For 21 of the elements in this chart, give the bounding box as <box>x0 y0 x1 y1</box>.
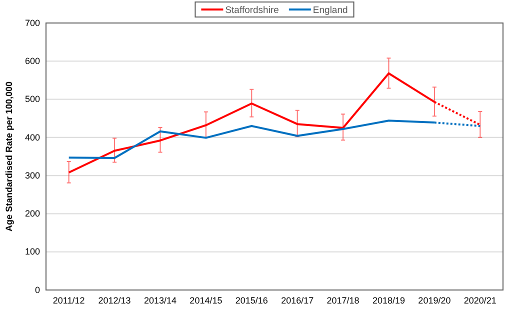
x-tick-label: 2011/12 <box>52 295 85 306</box>
legend-label: Staffordshire <box>225 5 279 16</box>
x-tick-label: 2014/15 <box>190 295 222 306</box>
x-tick-label: 2018/19 <box>372 295 406 306</box>
x-tick-label: 2017/18 <box>326 295 360 306</box>
y-tick-label: 700 <box>24 18 40 28</box>
x-tick-label: 2019/20 <box>418 295 451 306</box>
legend-label: England <box>312 5 348 16</box>
y-tick-label: 600 <box>24 56 40 66</box>
y-tick-label: 300 <box>24 170 40 180</box>
y-tick-label: 0 <box>34 284 40 295</box>
x-tick-label: 2016/17 <box>281 295 314 306</box>
x-tick-label: 2015/16 <box>235 295 268 306</box>
x-tick-label: 2020/21 <box>464 295 496 306</box>
y-axis-title: Age Standardised Rate per 100,000 <box>4 81 14 232</box>
x-tick-label: 2012/13 <box>98 295 131 306</box>
x-tick-label: 2013/14 <box>144 295 177 306</box>
y-tick-label: 200 <box>24 208 40 219</box>
y-tick-label: 100 <box>24 246 40 257</box>
y-tick-label: 400 <box>24 132 40 142</box>
y-tick-label: 500 <box>24 94 40 104</box>
